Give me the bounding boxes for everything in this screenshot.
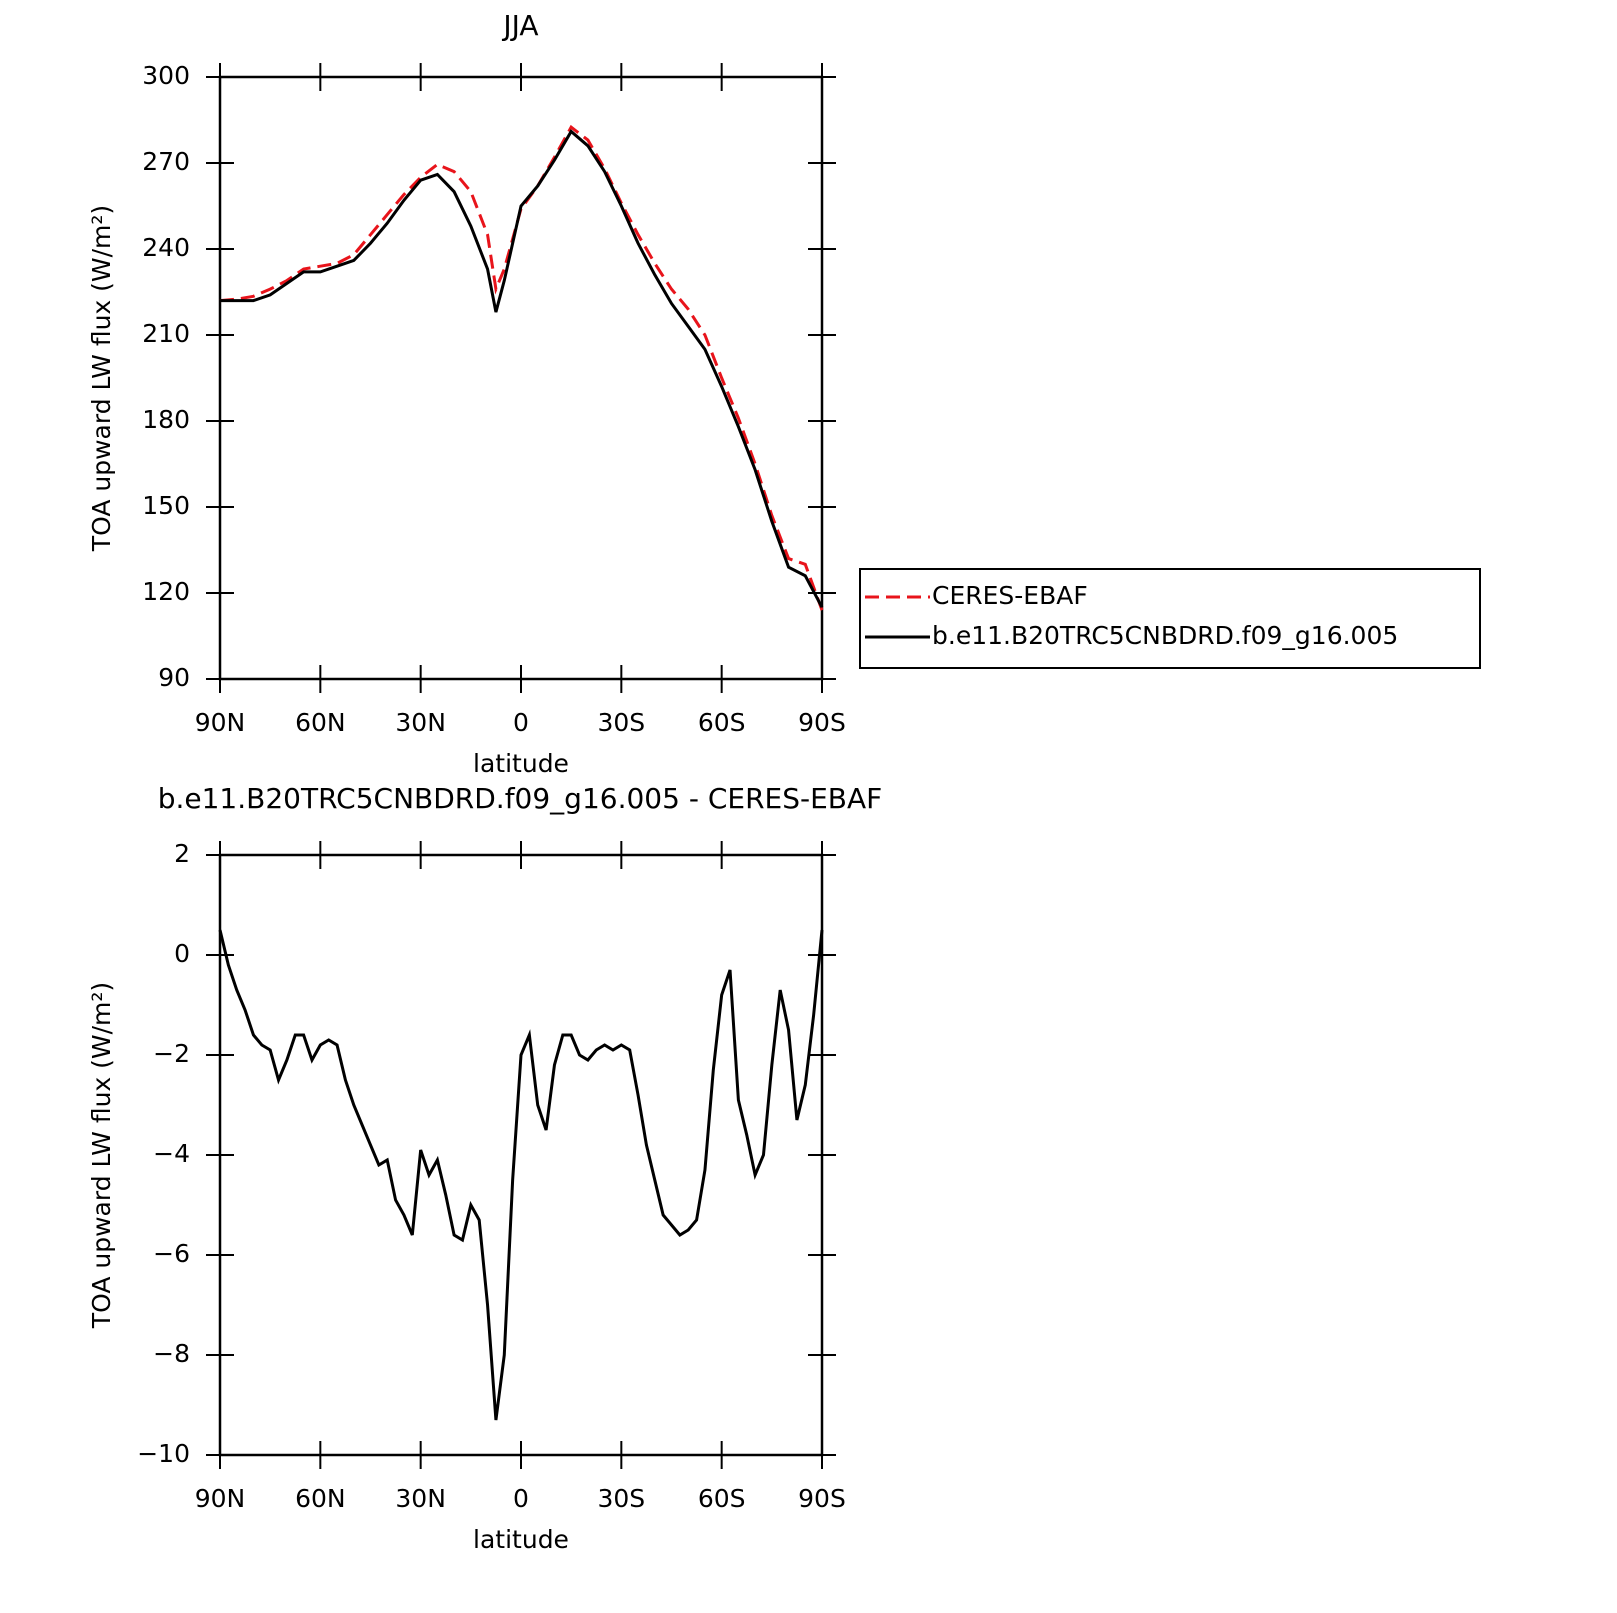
x-axis-label: latitude: [473, 1525, 569, 1554]
x-tick-label: 30N: [395, 1484, 446, 1513]
y-axis-label: TOA upward LW flux (W/m²): [87, 982, 116, 1329]
chart-title: JJA: [501, 9, 538, 42]
x-axis-label: latitude: [473, 749, 569, 778]
legend-label: b.e11.B20TRC5CNBDRD.f09_g16.005: [932, 621, 1398, 650]
x-tick-label: 90N: [195, 1484, 246, 1513]
y-tick-label: −10: [137, 1439, 190, 1468]
y-tick-label: −4: [153, 1139, 190, 1168]
y-tick-label: 180: [142, 405, 190, 434]
x-tick-label: 90S: [798, 1484, 846, 1513]
y-tick-label: 240: [142, 233, 190, 262]
legend-label: CERES-EBAF: [932, 581, 1088, 610]
x-tick-label: 0: [513, 708, 529, 737]
y-axis-label: TOA upward LW flux (W/m²): [87, 205, 116, 552]
y-tick-label: 210: [142, 319, 190, 348]
y-tick-label: 270: [142, 147, 190, 176]
y-tick-label: −6: [153, 1239, 190, 1268]
x-tick-label: 30S: [597, 1484, 645, 1513]
y-tick-label: 2: [174, 839, 190, 868]
plot-frame: [218, 853, 824, 1457]
y-tick-label: 120: [142, 577, 190, 606]
y-tick-label: 150: [142, 491, 190, 520]
x-tick-label: 60N: [295, 708, 346, 737]
x-tick-label: 60S: [698, 1484, 746, 1513]
y-tick-label: −2: [153, 1039, 190, 1068]
x-tick-label: 90S: [798, 708, 846, 737]
plot-frame: [218, 75, 824, 681]
x-tick-label: 0: [513, 1484, 529, 1513]
x-tick-label: 90N: [195, 708, 246, 737]
x-tick-label: 60N: [295, 1484, 346, 1513]
chart-title: b.e11.B20TRC5CNBDRD.f09_g16.005 - CERES-…: [158, 782, 883, 815]
data-line: [218, 929, 824, 1421]
y-tick-label: 300: [142, 61, 190, 90]
data-line: [219, 124, 824, 611]
data-line: [220, 129, 824, 609]
x-tick-label: 30S: [597, 708, 645, 737]
legend-box: [859, 568, 1481, 669]
y-tick-label: 0: [174, 939, 190, 968]
y-tick-label: 90: [158, 663, 190, 692]
x-tick-label: 30N: [395, 708, 446, 737]
y-tick-label: −8: [153, 1339, 190, 1368]
x-tick-label: 60S: [698, 708, 746, 737]
